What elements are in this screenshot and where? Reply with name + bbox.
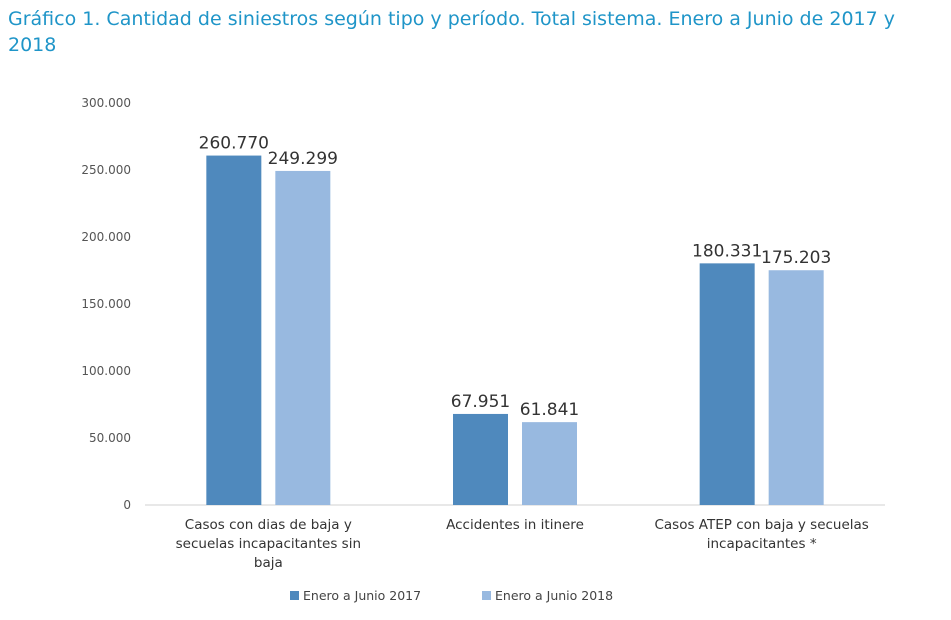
y-tick-label: 50.000: [89, 431, 131, 445]
bar-2017: [206, 155, 262, 505]
category-label: Accidentes in itinere: [446, 517, 584, 533]
y-tick-label: 250.000: [81, 163, 131, 177]
data-label: 175.203: [761, 248, 831, 268]
bar-2018: [768, 270, 824, 505]
bars: [206, 155, 824, 506]
data-label: 180.331: [692, 241, 762, 261]
y-tick-label: 150.000: [81, 297, 131, 311]
bar-2017: [453, 413, 508, 505]
legend-swatch: [290, 591, 299, 600]
y-tick-label: 100.000: [81, 364, 131, 378]
category-label: Casos ATEP con baja y secuelas incapacita…: [654, 517, 868, 552]
category-label: Casos con dias de baja y secuelas incapac…: [176, 517, 361, 571]
y-tick-label: 300.000: [81, 96, 131, 110]
y-tick-label: 200.000: [81, 230, 131, 244]
bar-2018: [522, 422, 577, 505]
y-tick-label: 0: [123, 498, 131, 512]
data-label: 249.299: [268, 149, 338, 169]
bar-2017: [699, 263, 755, 505]
data-label: 260.770: [199, 134, 269, 154]
category-labels: Casos con dias de baja y secuelas incapac…: [176, 517, 869, 571]
y-axis: 0 50.000 100.000 150.000 200.000 250.000 300.0…: [81, 96, 131, 512]
legend-swatch: [482, 591, 491, 600]
bar-2018: [275, 170, 331, 506]
data-label: 61.841: [520, 400, 579, 420]
legend-label: Enero a Junio 2018: [495, 588, 613, 603]
chart-title: Gráfico 1. Cantidad de siniestros según …: [8, 8, 895, 56]
data-label: 67.951: [451, 392, 510, 412]
legend: Enero a Junio 2017 Enero a Junio 2018: [290, 588, 613, 603]
legend-label: Enero a Junio 2017: [303, 588, 421, 603]
